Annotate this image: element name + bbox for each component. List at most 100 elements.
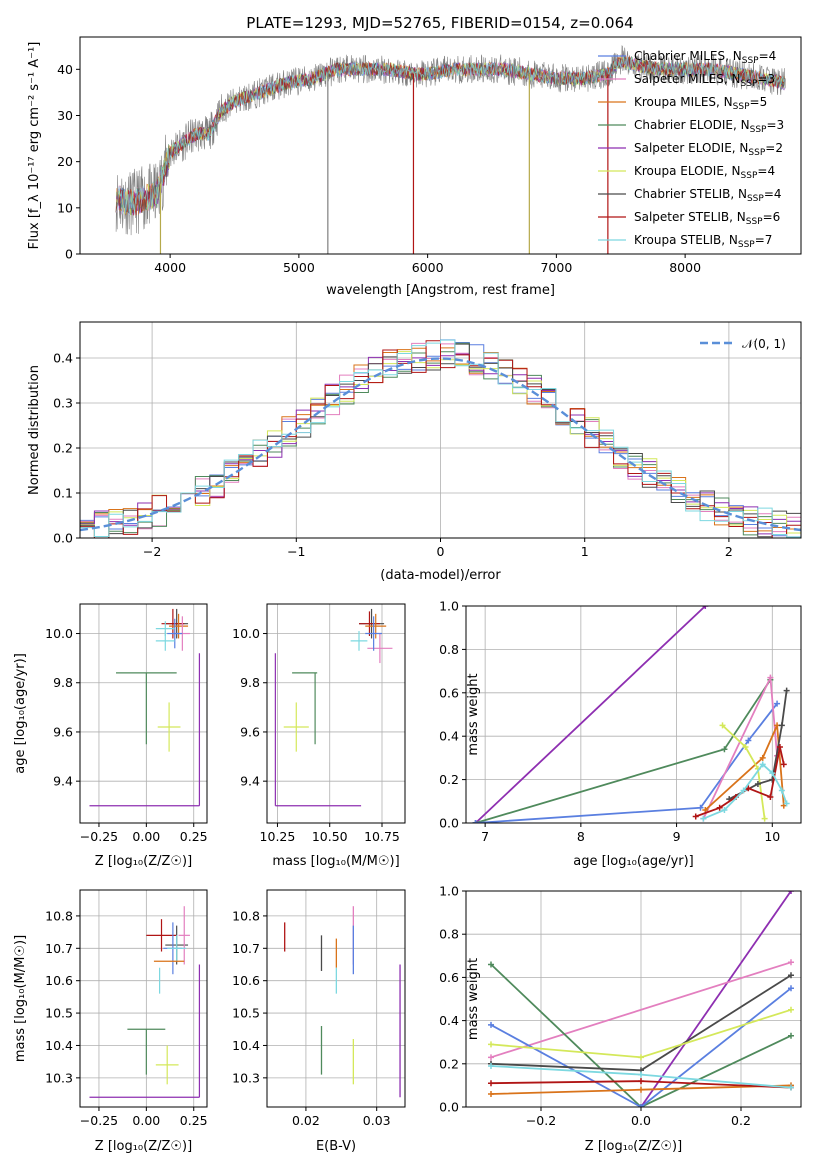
mass-vs-Z-plot: −0.25 0.00 0.25 10.3 10.4 10.5 10.6 10.7 10.8 Z [… <box>13 889 208 1154</box>
weight-marker <box>788 1006 794 1013</box>
weight-marker <box>740 787 747 794</box>
weight-marker <box>776 744 783 751</box>
weight-line <box>490 963 792 1107</box>
y-axis-label: mass weight <box>466 958 481 1040</box>
y-tick-label: 9.6 <box>240 724 260 739</box>
y-tick-label: 0 <box>65 247 73 262</box>
age-vs-mass-points <box>274 608 393 807</box>
x-tick-label: 9 <box>673 829 681 844</box>
weight-marker <box>488 1091 494 1098</box>
legend-entry: Salpeter STELIB, NSSP=6 <box>634 210 780 227</box>
x-axis-label: mass [log₁₀(M/M☉)] <box>272 854 399 869</box>
x-tick-label: 0.25 <box>180 1113 208 1128</box>
y-tick-label: 10.4 <box>45 1038 73 1053</box>
weight-marker <box>769 770 776 777</box>
plot-frame <box>79 603 208 824</box>
histograms <box>80 339 801 538</box>
weight-marker <box>767 674 774 681</box>
x-tick-label: 0.25 <box>180 829 208 844</box>
weight-marker <box>788 985 794 992</box>
weight-marker <box>488 1080 494 1087</box>
y-tick-label: 0.4 <box>439 729 459 744</box>
weight-marker <box>721 806 728 813</box>
age-vs-Z-points <box>89 608 201 807</box>
y-axis-label: Flux [f_λ 10⁻¹⁷ erg cm⁻² s⁻¹ A⁻¹] <box>27 42 42 250</box>
y-tick-label: 10 <box>57 200 73 215</box>
x-tick-label: −2 <box>143 544 161 559</box>
x-tick-label: 10.25 <box>260 829 296 844</box>
weight-marker <box>638 1078 644 1085</box>
x-tick-label: 8000 <box>669 260 701 275</box>
y-tick-label: 10.0 <box>232 626 260 641</box>
legend-entry: Salpeter ELODIE, NSSP=2 <box>634 141 783 158</box>
legend-entry: Chabrier ELODIE, NSSP=3 <box>634 118 784 135</box>
y-tick-label: 10.0 <box>45 626 73 641</box>
weight-line <box>474 606 706 823</box>
weight-marker <box>788 1084 794 1091</box>
weight-marker <box>692 813 699 820</box>
x-tick-label: 10.75 <box>364 829 400 844</box>
residual-histogram-plot: −2 −1 0 1 2 0.0 0.1 0.2 0.3 0.4 (data-model)/error… <box>27 321 802 583</box>
y-axis-label: age [log₁₀(age/yr)] <box>13 653 28 774</box>
weight-marker <box>788 959 794 966</box>
weight-marker <box>774 700 781 707</box>
weight-marker <box>767 793 774 800</box>
x-tick-label: 0.02 <box>292 1113 320 1128</box>
weight-marker <box>759 754 766 761</box>
weight-marker <box>488 1062 494 1069</box>
y-tick-label: 10.6 <box>232 973 260 988</box>
weight-marker <box>745 737 752 744</box>
y-tick-label: 0.0 <box>439 1100 459 1115</box>
weight-marker <box>488 961 494 968</box>
figure-title: PLATE=1293, MJD=52765, FIBERID=0154, z=0… <box>246 14 633 32</box>
y-tick-label: 0.2 <box>439 1056 459 1071</box>
x-tick-label: 10.50 <box>312 829 348 844</box>
spectrum-legend: Chabrier MILES, NSSP=4 Salpeter MILES, NS… <box>598 49 784 250</box>
weight-line <box>704 725 785 811</box>
plot-frame <box>79 889 208 1108</box>
weight-marker <box>700 815 707 822</box>
y-tick-label: 1.0 <box>439 599 459 614</box>
weight-marker <box>783 687 790 694</box>
weight-marker <box>759 761 766 768</box>
legend-entry: Chabrier MILES, NSSP=4 <box>634 49 776 66</box>
y-tick-label: 0.4 <box>439 1013 459 1028</box>
weight-marker <box>780 761 787 768</box>
x-tick-label: −0.25 <box>80 829 118 844</box>
y-tick-label: 9.8 <box>240 675 260 690</box>
massweight-vs-age-plot: 7 8 9 10 0.0 0.2 0.4 0.6 0.8 1.0 age [log₁₀(age/yr… <box>439 599 802 869</box>
y-tick-label: 0.8 <box>439 642 459 657</box>
x-axis-label: age [log₁₀(age/yr)] <box>573 854 694 869</box>
model-spectrum <box>115 56 786 216</box>
weight-marker <box>742 744 749 751</box>
y-tick-label: 10.3 <box>232 1070 260 1085</box>
x-axis-label: wavelength [Angstrom, rest frame] <box>326 283 555 298</box>
legend-entry: Kroupa MILES, NSSP=5 <box>634 95 767 112</box>
weight-marker <box>761 815 768 822</box>
x-axis-label: (data-model)/error <box>380 568 501 583</box>
normal-curve <box>80 357 801 532</box>
x-tick-label: 0.00 <box>132 1113 160 1128</box>
weight-marker <box>488 1041 494 1048</box>
y-tick-label: 10.4 <box>232 1038 260 1053</box>
y-tick-label: 20 <box>57 154 73 169</box>
y-tick-label: 9.8 <box>53 675 73 690</box>
y-tick-label: 10.5 <box>232 1006 260 1021</box>
y-tick-label: 0.6 <box>439 685 459 700</box>
y-tick-label: 10.8 <box>45 908 73 923</box>
weight-marker <box>778 722 785 729</box>
plot-frame <box>266 889 406 1108</box>
x-tick-label: 0.2 <box>731 1113 751 1128</box>
x-axis-label: Z [log₁₀(Z/Z☉)] <box>585 1139 682 1154</box>
model-spectrum <box>115 55 786 216</box>
plot-frame <box>266 603 406 824</box>
weight-marker <box>488 1054 494 1061</box>
massweight-vs-Z-plot-series <box>488 891 794 1107</box>
y-tick-label: 0.8 <box>439 927 459 942</box>
legend-entry: Chabrier STELIB, NSSP=4 <box>634 187 782 204</box>
x-tick-label: 8 <box>577 829 585 844</box>
y-tick-label: 1.0 <box>439 884 459 899</box>
x-tick-label: 5000 <box>283 260 315 275</box>
legend-entry: 𝒩(0, 1) <box>742 337 786 351</box>
weight-marker <box>745 785 752 792</box>
